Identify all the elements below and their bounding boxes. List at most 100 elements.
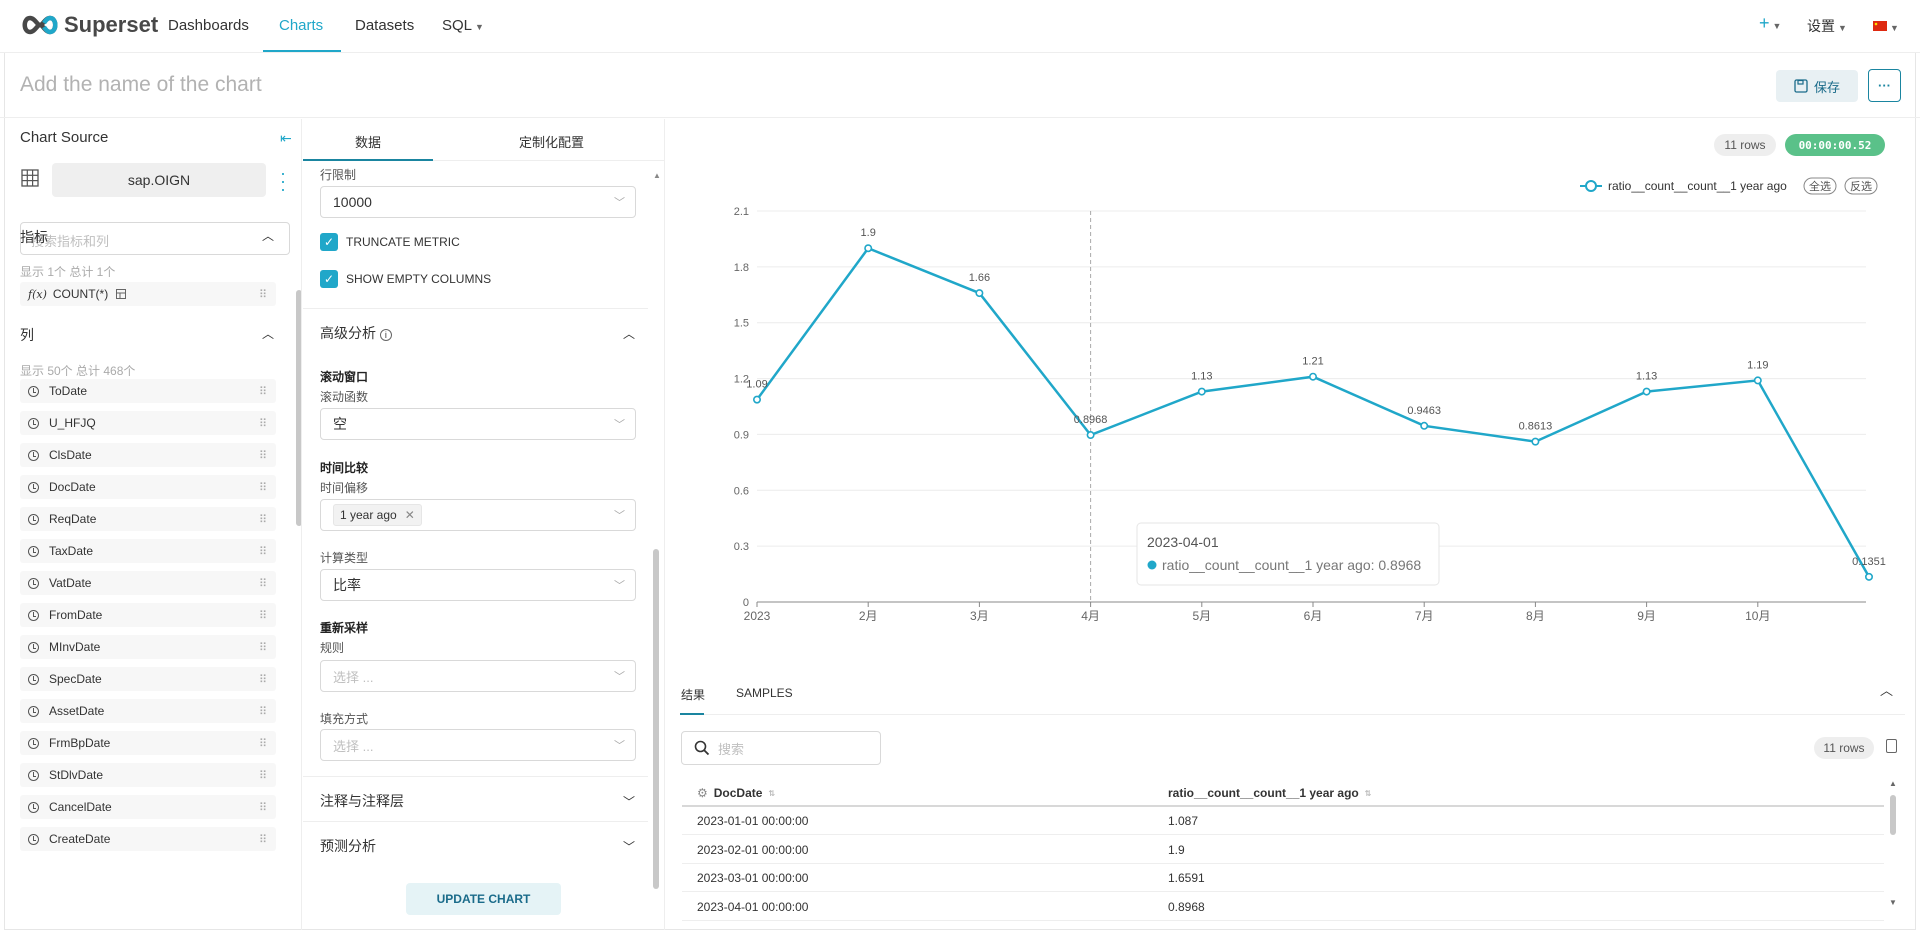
column-item[interactable]: ClsDate ⠿ — [20, 443, 276, 467]
more-actions-button[interactable]: ··· — [1868, 69, 1901, 102]
columns-section-header[interactable]: 列 — [20, 327, 34, 343]
control-panel-scrollbar[interactable] — [653, 549, 659, 889]
column-item[interactable]: StDlvDate ⠿ — [20, 763, 276, 787]
data-label: 1.13 — [1636, 371, 1657, 383]
drag-handle-icon[interactable]: ⠿ — [258, 737, 267, 750]
drag-handle-icon[interactable]: ⠿ — [258, 288, 267, 301]
tooltip-text: ratio__count__count__1 year ago: 0.8968 — [1162, 557, 1421, 573]
collapse-results-icon[interactable]: ︿ — [1880, 683, 1894, 698]
dataset-menu-icon[interactable]: · · · — [280, 163, 286, 199]
chevron-down-icon[interactable]: ﹀ — [623, 840, 636, 854]
table-row[interactable]: 2023-02-01 00:00:00 1.9 — [682, 836, 1884, 864]
copy-icon[interactable] — [1886, 739, 1897, 753]
column-header-ratio[interactable]: ratio__count__count__1 year ago ⇅ — [1168, 781, 1371, 805]
column-item[interactable]: U_HFJQ ⠿ — [20, 411, 276, 435]
drag-handle-icon[interactable]: ⠿ — [258, 833, 267, 846]
close-icon[interactable]: ✕ — [404, 508, 415, 522]
drag-handle-icon[interactable]: ⠿ — [258, 385, 267, 398]
line-chart[interactable]: 0 0.3 0.6 0.9 1.2 1.5 1.8 2.1 2023 2月 3月 4月 5月 6月 7月 8月… — [666, 119, 1920, 659]
column-item[interactable]: MInvDate ⠿ — [20, 635, 276, 659]
drag-handle-icon[interactable]: ⠿ — [258, 417, 267, 430]
checkbox-checked-icon: ✓ — [320, 270, 338, 288]
drag-handle-icon[interactable]: ⠿ — [258, 481, 267, 494]
column-item[interactable]: TaxDate ⠿ — [20, 539, 276, 563]
sidebar-scrollbar[interactable] — [296, 290, 301, 526]
nav-sql-menu[interactable]: SQL ▼ — [442, 17, 484, 34]
column-item[interactable]: CancelDate ⠿ — [20, 795, 276, 819]
chart-title-input[interactable]: Add the name of the chart — [20, 73, 262, 96]
column-label: FromDate — [49, 608, 103, 622]
table-row[interactable]: 2023-01-01 00:00:00 1.087 — [682, 807, 1884, 835]
column-item[interactable]: ReqDate ⠿ — [20, 507, 276, 531]
rolling-function-select[interactable]: 空 ﹀ — [320, 408, 636, 440]
legend-select-all-button[interactable] — [1803, 177, 1837, 195]
fill-method-label: 填充方式 — [320, 712, 369, 726]
legend-invert-label: 反选 — [1850, 180, 1872, 193]
column-item[interactable]: AssetDate ⠿ — [20, 699, 276, 723]
chevron-up-icon[interactable]: ︿ — [262, 229, 275, 243]
column-item[interactable]: FrmBpDate ⠿ — [20, 731, 276, 755]
chevron-up-icon[interactable]: ︿ — [262, 327, 275, 341]
forecast-header[interactable]: 预测分析 — [320, 838, 376, 854]
legend-invert-button[interactable] — [1844, 177, 1878, 195]
drag-handle-icon[interactable]: ⠿ — [258, 801, 267, 814]
language-menu[interactable]: ▼ — [1873, 18, 1899, 34]
metrics-section-header[interactable]: 指标 — [20, 229, 48, 245]
superset-logo[interactable]: Superset — [20, 12, 158, 38]
table-row[interactable]: 2023-04-01 00:00:00 0.8968 — [682, 893, 1884, 921]
column-item[interactable]: CreateDate ⠿ — [20, 827, 276, 851]
column-item[interactable]: SpecDate ⠿ — [20, 667, 276, 691]
drag-handle-icon[interactable]: ⠿ — [258, 577, 267, 590]
chevron-down-icon[interactable]: ﹀ — [623, 795, 636, 809]
x-tick-label: 8月 — [1526, 609, 1545, 623]
scroll-up-icon[interactable]: ▲ — [653, 171, 661, 180]
column-label: MInvDate — [49, 640, 101, 654]
dataset-name[interactable]: sap.OIGN — [52, 163, 266, 197]
metric-item[interactable]: f(x) COUNT(*) ⠿ — [20, 282, 276, 306]
drag-handle-icon[interactable]: ⠿ — [258, 449, 267, 462]
column-item[interactable]: DocDate ⠿ — [20, 475, 276, 499]
tab-samples[interactable]: SAMPLES — [736, 686, 793, 700]
data-label: 0.8968 — [1074, 414, 1108, 426]
nav-datasets[interactable]: Datasets — [355, 17, 415, 34]
column-item[interactable]: VatDate ⠿ — [20, 571, 276, 595]
tab-results[interactable]: 结果 — [681, 688, 706, 702]
settings-menu[interactable]: 设置 ▼ — [1807, 16, 1847, 36]
drag-handle-icon[interactable]: ⠿ — [258, 641, 267, 654]
drag-handle-icon[interactable]: ⠿ — [258, 705, 267, 718]
truncate-metric-checkbox[interactable]: ✓ TRUNCATE METRIC — [320, 233, 460, 251]
column-header-docdate[interactable]: ⚙ DocDate ⇅ — [697, 781, 775, 805]
advanced-analytics-header[interactable]: 高级分析 i — [320, 323, 392, 343]
new-menu[interactable]: + ▼ — [1759, 13, 1781, 34]
table-scrollbar[interactable] — [1890, 795, 1896, 835]
drag-handle-icon[interactable]: ⠿ — [258, 609, 267, 622]
metrics-columns-search-input[interactable]: 搜索指标和列 — [20, 222, 290, 255]
save-button[interactable]: 保存 — [1776, 70, 1858, 102]
nav-dashboards[interactable]: Dashboards — [168, 17, 249, 34]
brand-name: Superset — [64, 12, 159, 37]
time-shift-select[interactable]: 1 year ago ✕ ﹀ — [320, 499, 636, 531]
collapse-panel-icon[interactable]: ⇤ — [280, 130, 292, 146]
results-search-input[interactable]: 搜索 — [681, 731, 881, 765]
drag-handle-icon[interactable]: ⠿ — [258, 545, 267, 558]
table-row[interactable]: 2023-03-01 00:00:00 1.6591 — [682, 864, 1884, 892]
scroll-down-icon[interactable]: ▼ — [1889, 898, 1897, 907]
scroll-up-icon[interactable]: ▲ — [1889, 779, 1897, 788]
annotation-layers-header[interactable]: 注释与注释层 — [320, 793, 404, 809]
row-limit-select[interactable]: 10000 ﹀ — [320, 186, 636, 218]
chevron-up-icon[interactable]: ︿ — [623, 327, 636, 341]
tab-data[interactable]: 数据 — [355, 135, 382, 150]
show-empty-columns-checkbox[interactable]: ✓ SHOW EMPTY COLUMNS — [320, 270, 491, 288]
drag-handle-icon[interactable]: ⠿ — [258, 769, 267, 782]
calc-type-select[interactable]: 比率 ﹀ — [320, 569, 636, 601]
column-item[interactable]: ToDate ⠿ — [20, 379, 276, 403]
column-item[interactable]: FromDate ⠿ — [20, 603, 276, 627]
nav-charts[interactable]: Charts — [279, 17, 324, 34]
tab-customize[interactable]: 定制化配置 — [519, 135, 585, 150]
data-label: 1.09 — [746, 379, 767, 391]
drag-handle-icon[interactable]: ⠿ — [258, 673, 267, 686]
update-chart-button[interactable]: UPDATE CHART — [406, 883, 561, 915]
drag-handle-icon[interactable]: ⠿ — [258, 513, 267, 526]
rule-select[interactable]: 选择 ... ﹀ — [320, 660, 636, 692]
fill-method-select[interactable]: 选择 ... ﹀ — [320, 729, 636, 761]
